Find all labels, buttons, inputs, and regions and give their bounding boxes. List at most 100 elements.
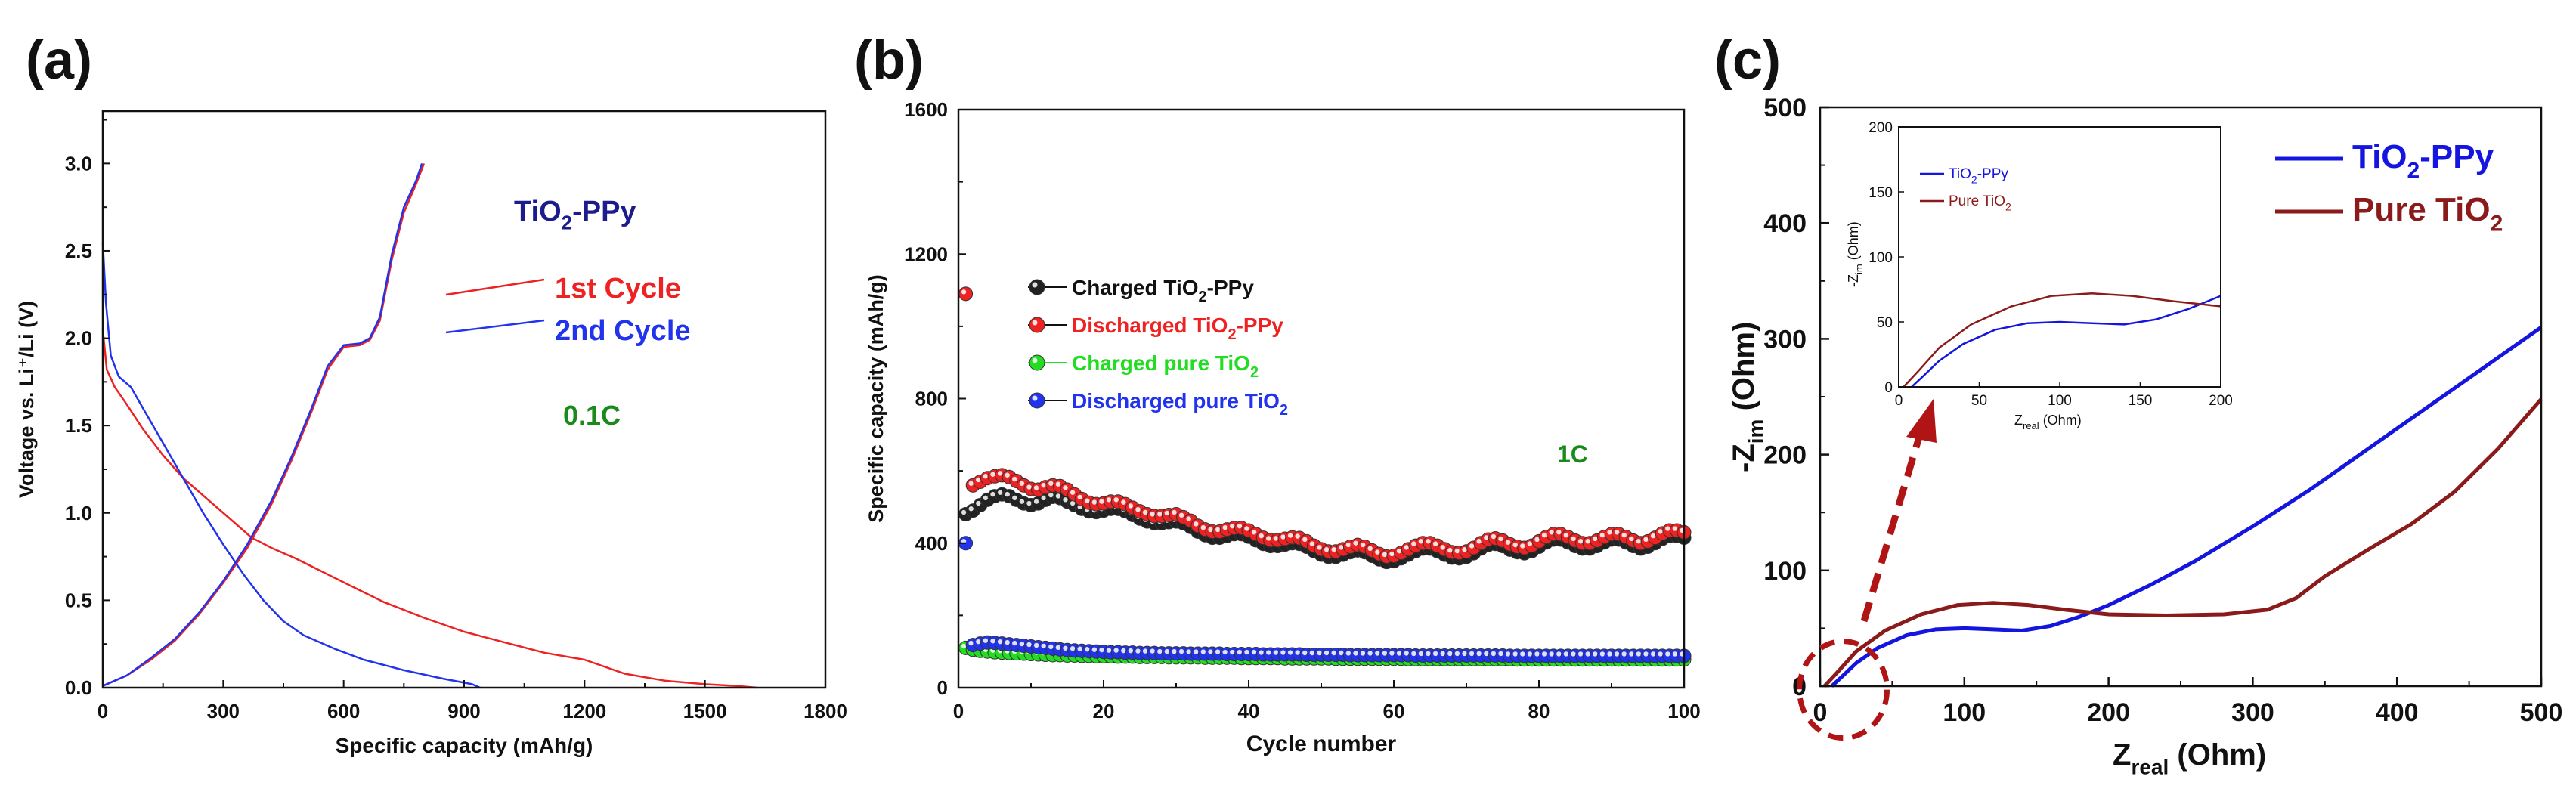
inset-x-tick-label: 50: [1971, 393, 1987, 409]
data-point-highlight: [1469, 543, 1475, 549]
data-point-highlight: [1244, 649, 1249, 655]
data-point-highlight: [1426, 539, 1431, 544]
data-point-highlight: [1418, 651, 1424, 657]
data-point-highlight: [1121, 499, 1126, 505]
data-point-highlight: [1498, 651, 1503, 657]
data-point-highlight: [1382, 651, 1388, 656]
data-point-highlight: [1541, 532, 1547, 538]
data-point-highlight: [1563, 532, 1569, 538]
legend-swatch-cycle1: [445, 278, 545, 296]
data-point-highlight: [1505, 651, 1511, 657]
data-point-highlight: [1309, 541, 1315, 546]
data-point-highlight: [1527, 651, 1533, 657]
data-point-highlight: [1194, 521, 1199, 527]
data-point-highlight: [1396, 651, 1402, 656]
legend-swatch-marker: [1029, 392, 1045, 409]
y-axis-label: Voltage vs. Li⁺/Li (V): [15, 301, 38, 498]
data-point-highlight: [1157, 648, 1163, 654]
data-point-highlight: [1462, 651, 1467, 657]
data-point-highlight: [961, 643, 967, 649]
data-point-highlight: [1650, 651, 1656, 657]
x-tick-label: 40: [1238, 700, 1260, 722]
data-point-highlight: [1099, 647, 1104, 653]
data-point-highlight: [1534, 537, 1540, 543]
data-point-highlight: [1215, 527, 1221, 533]
y-tick-label: 200: [1763, 441, 1807, 470]
data-point-highlight: [1164, 648, 1170, 654]
x-tick-label: 400: [2376, 698, 2419, 727]
data-point-highlight: [1302, 650, 1308, 656]
y-axis-label: Specific capacity (mAh/g): [865, 274, 887, 523]
legend-swatch-marker: [1029, 354, 1045, 371]
inset-y-tick-label: 0: [1884, 380, 1893, 396]
data-point-highlight: [1607, 530, 1612, 535]
data-point-highlight: [1041, 482, 1046, 488]
y-tick-label: 0.5: [65, 589, 92, 611]
data-point: [958, 286, 974, 302]
data-point-highlight: [990, 491, 995, 497]
data-point-highlight: [1164, 510, 1170, 516]
data-point-highlight: [1607, 651, 1612, 657]
series-line-tio2-ppy: [1830, 326, 2543, 688]
data-point-highlight: [1549, 651, 1554, 657]
data-point-highlight: [1172, 509, 1177, 515]
data-point-highlight: [1345, 542, 1351, 548]
y-tick-label: 100: [1763, 557, 1807, 586]
data-point-highlight: [983, 638, 989, 643]
data-point-highlight: [1012, 640, 1017, 646]
data-point-highlight: [983, 473, 989, 479]
x-tick-label: 20: [1093, 700, 1115, 722]
data-point-highlight: [1128, 648, 1134, 654]
data-point-highlight: [997, 490, 1003, 495]
data-point-highlight: [1665, 526, 1670, 531]
data-point-highlight: [1382, 552, 1388, 558]
data-point-highlight: [1259, 533, 1264, 539]
zoom-arrow-head: [1906, 399, 1937, 443]
data-point-highlight: [1324, 547, 1330, 552]
data-point-highlight: [961, 289, 967, 295]
data-point-highlight: [1563, 651, 1569, 657]
data-point-highlight: [1375, 549, 1380, 555]
inset-legend-label: TiO2-PPy: [1949, 166, 2008, 185]
data-point-highlight: [1026, 484, 1032, 490]
data-point-highlight: [1498, 536, 1503, 542]
data-point-highlight: [1208, 649, 1213, 654]
data-point-highlight: [1621, 532, 1627, 538]
data-point-highlight: [1309, 650, 1315, 656]
panel-label-a: (a): [26, 30, 92, 91]
data-point-highlight: [1367, 546, 1373, 552]
data-point-highlight: [1360, 542, 1366, 548]
inset-series-line-1: [1903, 292, 2221, 388]
y-tick-label: 300: [1763, 325, 1807, 354]
data-point-highlight: [1113, 497, 1119, 503]
data-point-highlight: [1287, 650, 1293, 655]
data-point-highlight: [1418, 539, 1424, 544]
data-point-highlight: [1556, 530, 1562, 535]
data-point-highlight: [961, 509, 967, 515]
legend-label: Charged TiO2-PPy: [1072, 276, 1254, 305]
inset-y-axis-label: -Zim (Ohm): [1846, 221, 1865, 287]
data-point-highlight: [1215, 649, 1221, 654]
data-point-highlight: [1157, 512, 1163, 517]
x-tick-label: 600: [327, 700, 360, 722]
data-point-highlight: [1585, 651, 1590, 657]
data-point-highlight: [1194, 649, 1199, 654]
data-point-highlight: [1150, 648, 1155, 654]
data-point-highlight: [968, 506, 974, 512]
data-point-highlight: [1026, 500, 1032, 506]
x-tick-label: 1500: [683, 700, 727, 722]
x-tick-label: 60: [1383, 700, 1405, 722]
data-point-highlight: [1033, 642, 1039, 648]
data-point-highlight: [1484, 535, 1489, 540]
data-point-highlight: [1665, 651, 1670, 657]
data-point-highlight: [1426, 651, 1431, 657]
data-point-highlight: [1048, 492, 1054, 498]
data-point-highlight: [1113, 648, 1119, 653]
data-point-highlight: [1128, 503, 1134, 509]
data-point-highlight: [1135, 506, 1141, 512]
data-point-highlight: [997, 639, 1003, 645]
data-point-highlight: [1019, 481, 1025, 486]
y-tick-label: 0.0: [65, 676, 92, 699]
inset-x-axis-label: Zreal (Ohm): [2014, 413, 2082, 431]
data-point-highlight: [1178, 648, 1184, 654]
